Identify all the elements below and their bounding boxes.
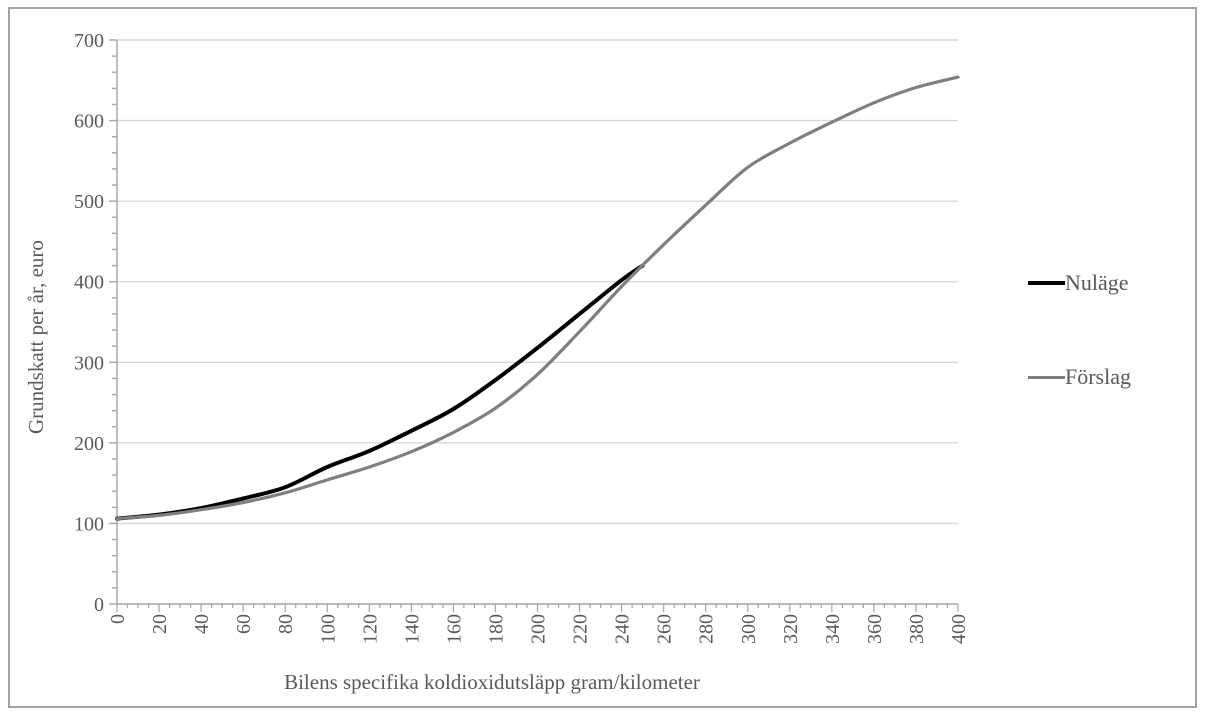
y-tick-label: 700	[74, 30, 104, 52]
legend-line-sample-forslag	[1028, 375, 1065, 379]
legend-label-forslag: Förslag	[1065, 364, 1131, 389]
x-tick-label: 240	[612, 614, 634, 644]
legend-item-forslag: Förslag	[1028, 363, 1131, 391]
y-tick-label: 400	[74, 272, 104, 294]
series-line-frslag	[115, 75, 960, 521]
x-tick-label: 180	[485, 614, 507, 644]
x-tick-label: 100	[317, 614, 339, 644]
x-tick-label: 360	[864, 614, 886, 644]
x-tick-label: 20	[149, 614, 171, 634]
legend-label-nulage: Nuläge	[1065, 270, 1129, 295]
x-axis-title: Bilens specifika koldioxidutsläpp gram/k…	[284, 670, 700, 694]
y-axis-title: Grundskatt per år, euro	[24, 240, 48, 434]
x-tick-label: 400	[948, 614, 970, 644]
y-tick-label: 0	[94, 594, 104, 616]
x-tick-label: 40	[191, 614, 213, 634]
y-tick-label: 500	[74, 191, 104, 213]
x-tick-label: 60	[233, 614, 255, 634]
x-tick-label: 0	[107, 614, 129, 624]
y-tick-label: 200	[74, 433, 104, 455]
legend-item-nulage: Nuläge	[1028, 269, 1129, 297]
y-tick-label: 100	[74, 513, 104, 535]
chart-border	[8, 7, 1197, 708]
x-tick-label: 220	[570, 614, 592, 644]
x-tick-label: 320	[780, 614, 802, 644]
legend-line-sample-nulage	[1028, 281, 1065, 285]
x-tick-label: 140	[401, 614, 423, 644]
x-tick-label: 160	[443, 614, 465, 644]
x-tick-label: 280	[696, 614, 718, 644]
x-tick-label: 200	[528, 614, 550, 644]
x-tick-label: 120	[359, 614, 381, 644]
x-tick-label: 80	[275, 614, 297, 634]
x-tick-label: 300	[738, 614, 760, 644]
x-tick-label: 340	[822, 614, 844, 644]
x-tick-label: 260	[654, 614, 676, 644]
y-tick-label: 600	[74, 111, 104, 133]
x-tick-label: 380	[906, 614, 928, 644]
y-tick-label: 300	[74, 352, 104, 374]
series-line-nulge	[115, 263, 645, 521]
